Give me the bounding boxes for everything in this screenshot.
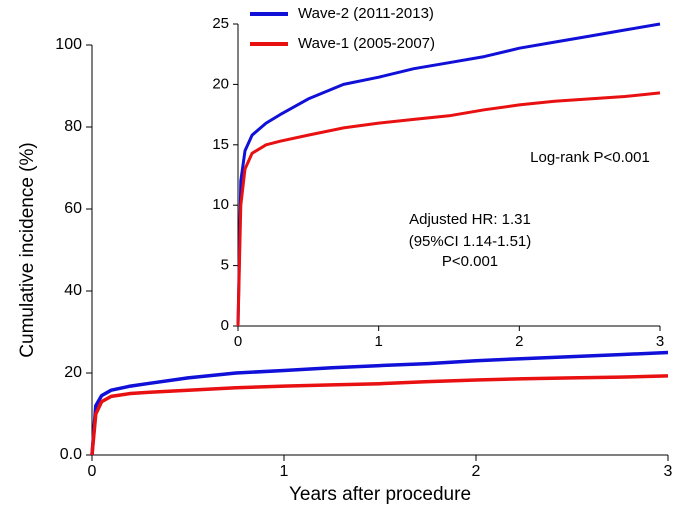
y-tick-label: 25 [212, 15, 229, 32]
y-tick-label: 0.0 [60, 446, 82, 463]
x-tick-label: 1 [374, 333, 382, 350]
x-tick-label: 1 [280, 463, 289, 480]
y-axis-label: Cumulative incidence (%) [17, 142, 38, 357]
series-line [90, 374, 669, 456]
x-tick-label: 3 [664, 463, 673, 480]
y-tick-label: 40 [64, 282, 82, 299]
annotation: P<0.001 [442, 253, 498, 270]
y-tick-label: 20 [212, 75, 229, 92]
x-tick-label: 2 [472, 463, 481, 480]
series-line [236, 22, 661, 327]
x-tick-label: 2 [515, 333, 523, 350]
x-tick-label: 0 [234, 333, 242, 350]
y-tick-label: 0 [221, 317, 229, 334]
legend-label: Wave-2 (2011-2013) [298, 5, 434, 22]
series-line [236, 91, 661, 327]
series-line [90, 350, 669, 456]
y-tick-label: 15 [212, 136, 229, 153]
y-tick-label: 80 [64, 118, 82, 135]
x-axis-label: Years after procedure [289, 484, 471, 505]
y-tick-label: 5 [221, 257, 229, 274]
x-tick-label: 0 [88, 463, 97, 480]
x-tick-label: 3 [656, 333, 664, 350]
annotation: Log-rank P<0.001 [530, 149, 650, 166]
legend-label: Wave-1 (2005-2007) [298, 35, 435, 52]
y-tick-label: 60 [64, 200, 82, 217]
annotation: (95%CI 1.14-1.51) [409, 233, 532, 250]
y-tick-label: 20 [64, 364, 82, 381]
y-tick-label: 100 [55, 36, 82, 53]
y-tick-label: 10 [212, 196, 229, 213]
annotation: Adjusted HR: 1.31 [409, 211, 531, 228]
